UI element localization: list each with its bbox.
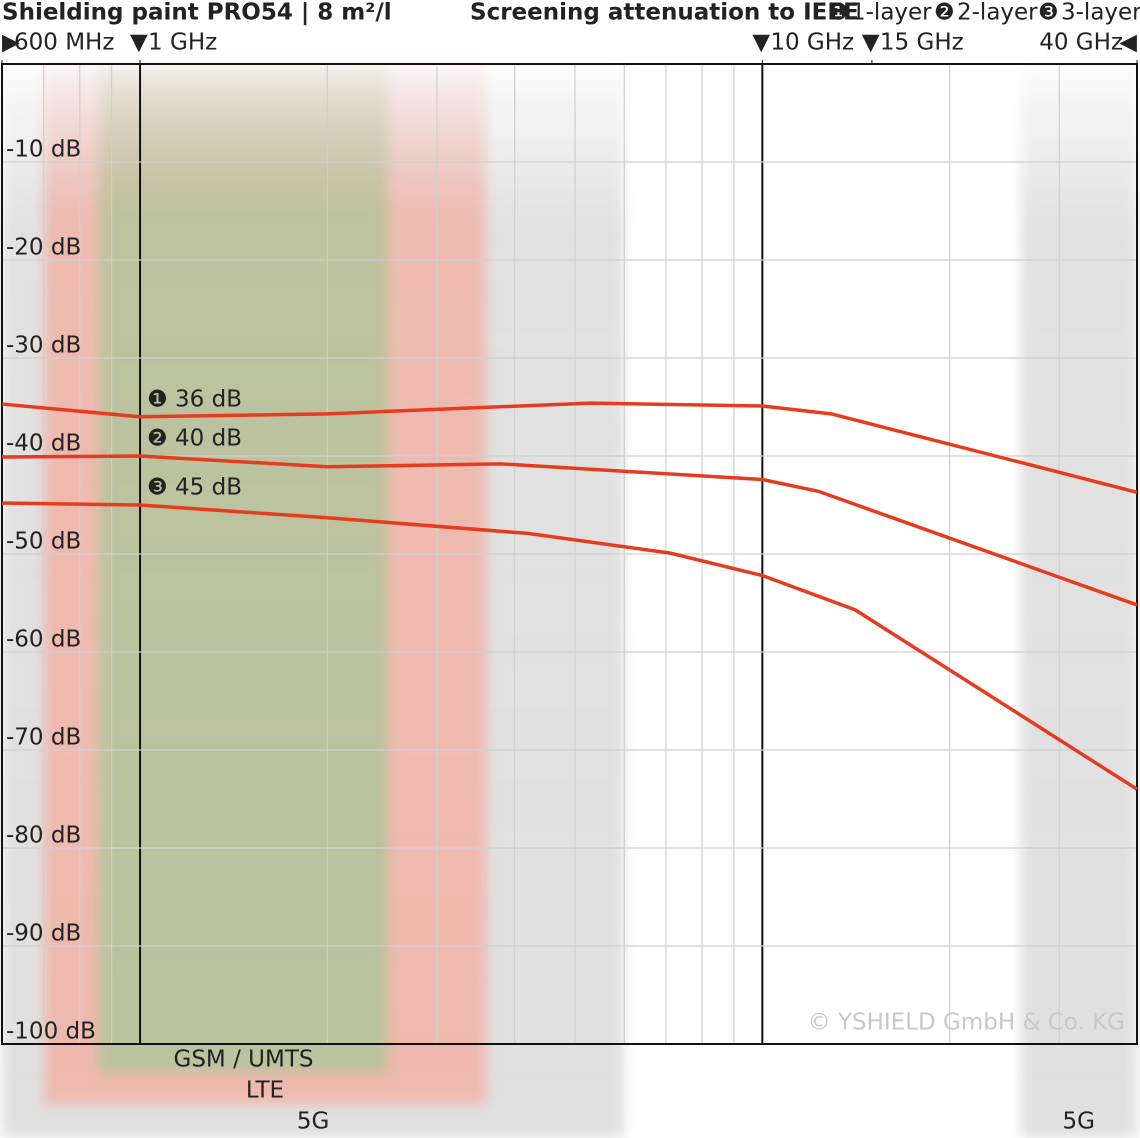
series-line bbox=[1, 501, 1138, 791]
y-tick-label: -10 dB bbox=[6, 137, 81, 163]
bands bbox=[2, 64, 1137, 1138]
value-badge: ❸ bbox=[147, 475, 168, 501]
legend-badge: ❷ bbox=[934, 0, 955, 26]
series-line bbox=[1, 454, 1138, 607]
band bbox=[1020, 64, 1137, 1138]
band bbox=[99, 64, 388, 1072]
chart-subtitle: Screening attenuation to IEEE bbox=[470, 0, 859, 26]
band-label: GSM / UMTS bbox=[174, 1047, 314, 1073]
x-tick-label: 40 GHz bbox=[1039, 30, 1123, 56]
x-tick-label: 15 GHz bbox=[880, 30, 964, 56]
legend-badge: ❶ bbox=[828, 0, 849, 26]
lines bbox=[1, 401, 1138, 791]
y-tick-label: -100 dB bbox=[6, 1019, 96, 1045]
x-tick-label: 10 GHz bbox=[770, 30, 854, 56]
band-label: 5G bbox=[1063, 1109, 1095, 1135]
value-label: 45 dB bbox=[175, 475, 242, 501]
band-label: LTE bbox=[246, 1078, 284, 1104]
y-tick-label: -40 dB bbox=[6, 431, 81, 457]
legend-label: 1-layer bbox=[851, 0, 932, 26]
series-line bbox=[1, 401, 1138, 494]
copyright: © YSHIELD GmbH & Co. KG bbox=[808, 1010, 1125, 1036]
band-label: 5G bbox=[297, 1109, 329, 1135]
y-tick-label: -60 dB bbox=[6, 627, 81, 653]
legend-label: 2-layer bbox=[957, 0, 1038, 26]
value-label: 36 dB bbox=[175, 386, 242, 412]
grid bbox=[1, 60, 1138, 1045]
value-label: 40 dB bbox=[175, 426, 242, 452]
tick-marker: ▼ bbox=[130, 30, 148, 56]
y-tick-label: -90 dB bbox=[6, 921, 81, 947]
y-tick-label: -30 dB bbox=[6, 333, 81, 359]
tick-marker: ▼ bbox=[752, 30, 770, 56]
chart-title: Shielding paint PRO54 | 8 m²/l bbox=[2, 0, 392, 26]
tick-marker: ◀ bbox=[1119, 30, 1137, 56]
plot-frame bbox=[1, 63, 1138, 1045]
y-tick-label: -70 dB bbox=[6, 725, 81, 751]
value-badge: ❷ bbox=[147, 426, 168, 452]
tick-marker: ▶ bbox=[2, 30, 20, 56]
y-tick-label: -80 dB bbox=[6, 823, 81, 849]
y-tick-label: -20 dB bbox=[6, 235, 81, 261]
y-tick-label: -50 dB bbox=[6, 529, 81, 555]
x-tick-label: 600 MHz bbox=[14, 30, 114, 56]
value-badge: ❶ bbox=[147, 386, 168, 412]
legend-label: 3-layer bbox=[1061, 0, 1140, 26]
x-tick-label: 1 GHz bbox=[148, 30, 217, 56]
legend-badge: ❸ bbox=[1038, 0, 1059, 26]
tick-marker: ▼ bbox=[862, 30, 880, 56]
